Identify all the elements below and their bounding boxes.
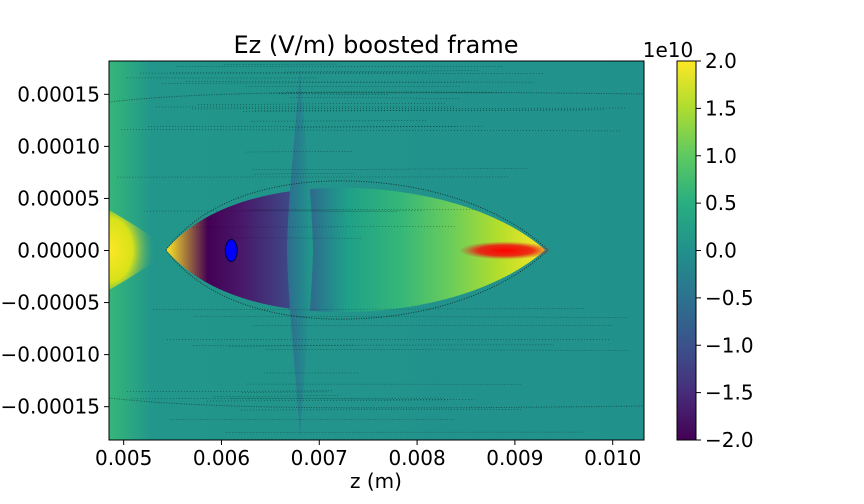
plasma-sheath-streak <box>109 91 644 103</box>
plasma-particle-streak <box>252 168 527 171</box>
plasma-particle-streak <box>126 390 333 393</box>
colorbar-tick-label: 1.0 <box>705 144 737 168</box>
plasma-particle-streak <box>278 93 389 96</box>
colorbar-tick-label: −0.5 <box>705 286 754 310</box>
heatmap-field <box>109 61 644 440</box>
x-tick-label: 0.008 <box>388 446 445 470</box>
colorbar-tick-label: 1.5 <box>705 96 737 120</box>
plasma-sheath-streak <box>109 397 644 409</box>
colorbar-tick-label: 0.0 <box>705 239 737 263</box>
x-tick-label: 0.010 <box>584 446 641 470</box>
plasma-particle-streak <box>266 348 630 351</box>
plasma-particle-streak <box>230 237 361 239</box>
y-tick-label: 0.00000 <box>17 239 100 263</box>
x-axis: 0.005 0.006 0.007 0.008 0.009 0.010 <box>95 440 641 470</box>
plasma-particle-streak <box>290 97 461 99</box>
colorbar-scale-label: 1e10 <box>643 38 693 62</box>
y-tick-label: −0.00010 <box>1 343 100 367</box>
colorbar-ticks: 2.0 1.5 1.0 0.5 0.0 −0.5 −1.0 −1.5 −2.0 <box>696 49 754 452</box>
colorbar-tick-label: 2.0 <box>705 49 737 73</box>
y-tick-label: 0.00010 <box>17 134 100 158</box>
plasma-particle-streak <box>121 129 620 132</box>
plasma-particle-streak <box>284 70 480 73</box>
plasma-particle-streak <box>139 72 544 74</box>
colorbar-tick-label: 0.5 <box>705 191 737 215</box>
plasma-particle-streak <box>130 397 444 400</box>
plasma-particles <box>109 63 644 433</box>
x-axis-label: z (m) <box>350 469 402 493</box>
y-tick-label: 0.00005 <box>17 186 100 210</box>
witness-bunch <box>224 239 238 262</box>
plasma-particle-streak <box>289 126 458 128</box>
x-tick-label: 0.005 <box>95 446 152 470</box>
chart-title: Ez (V/m) boosted frame <box>234 31 519 59</box>
plasma-particle-streak <box>198 102 447 105</box>
colorbar-tick-label: −1.0 <box>705 333 754 357</box>
plasma-particle-streak <box>148 125 485 127</box>
laser-pulse-strip <box>287 68 313 438</box>
plasma-particle-streak <box>170 71 428 74</box>
plasma-particle-streak <box>162 81 472 84</box>
x-tick-label: 0.006 <box>193 446 250 470</box>
plasma-particle-streak <box>194 315 630 318</box>
plasma-particle-streak <box>207 399 450 402</box>
plasma-particle-streak <box>191 107 626 110</box>
y-axis: 0.00015 0.00010 0.00005 0.00000 −0.00005 −0.0… <box>1 82 109 419</box>
x-tick-label: 0.009 <box>486 446 543 470</box>
plasma-particle-streak <box>243 109 591 112</box>
wake-front-yellow <box>109 210 168 290</box>
colorbar-tick-label: −1.5 <box>705 381 754 405</box>
plasma-bubble <box>166 187 545 313</box>
y-tick-label: 0.00015 <box>17 82 100 106</box>
driver-beam <box>459 241 552 260</box>
colorbar-tick-label: −2.0 <box>705 428 754 452</box>
x-tick-label: 0.007 <box>291 446 348 470</box>
y-tick-label: −0.00005 <box>1 291 100 315</box>
colorbar <box>676 60 697 441</box>
y-tick-label: −0.00015 <box>1 395 100 419</box>
